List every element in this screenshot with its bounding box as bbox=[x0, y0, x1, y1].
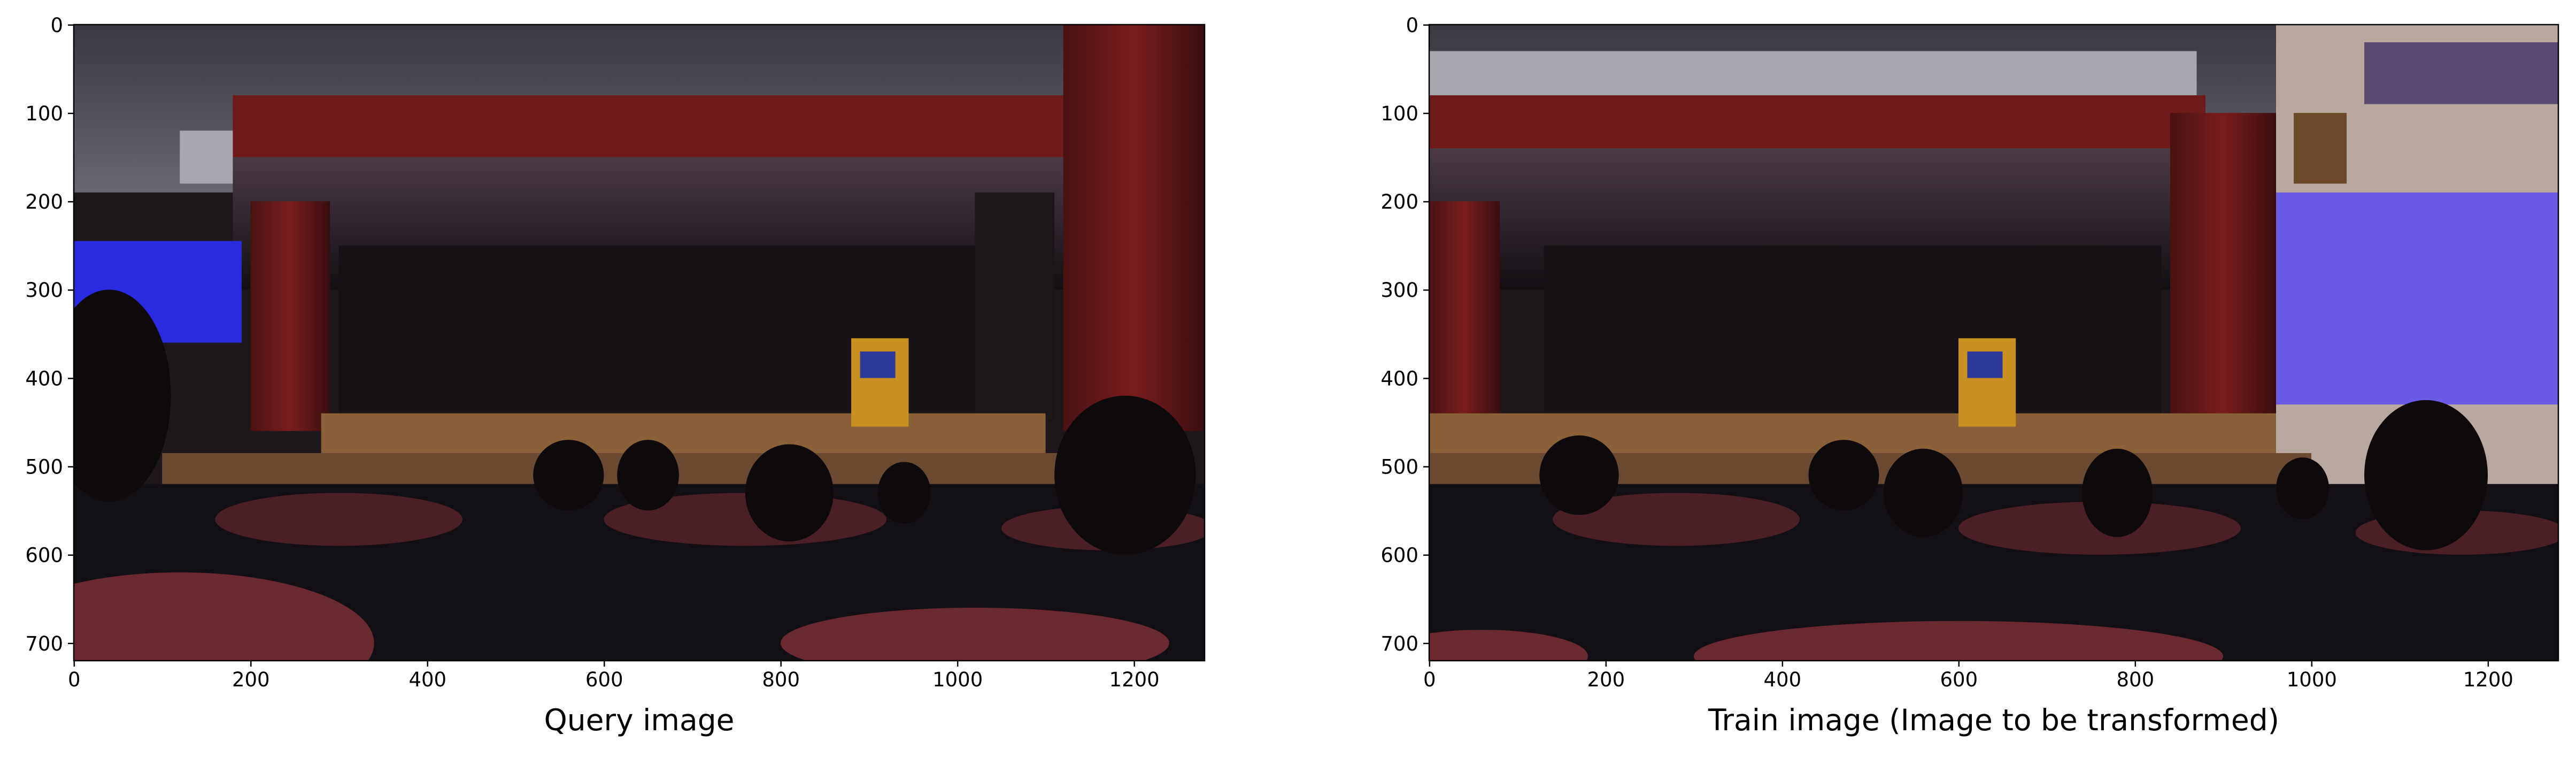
y-tick-label: 400 bbox=[1380, 367, 1418, 390]
query-photo bbox=[74, 25, 1205, 661]
x-axis-label: Train image (Image to be transformed) bbox=[1708, 703, 2279, 737]
y-tick-label: 0 bbox=[50, 14, 63, 37]
x-axis-label: Query image bbox=[544, 703, 735, 737]
x-tick-label: 600 bbox=[1940, 668, 1978, 691]
axes-frame bbox=[1428, 24, 2559, 662]
x-tick-label: 400 bbox=[1764, 668, 1802, 691]
x-tick-label: 1000 bbox=[2287, 668, 2337, 691]
y-tick-label: 0 bbox=[1406, 14, 1418, 37]
y-tick-label: 200 bbox=[1380, 190, 1418, 213]
y-tick-label: 600 bbox=[25, 544, 63, 567]
y-tick-label: 100 bbox=[1380, 102, 1418, 125]
y-tick-label: 700 bbox=[1380, 632, 1418, 655]
y-tick-label: 500 bbox=[1380, 456, 1418, 479]
y-tick-label: 600 bbox=[1380, 544, 1418, 567]
y-tick-label: 100 bbox=[25, 102, 63, 125]
x-tick-label: 1200 bbox=[2463, 668, 2513, 691]
x-tick-label: 400 bbox=[408, 668, 446, 691]
x-tick-label: 200 bbox=[232, 668, 270, 691]
y-tick-label: 200 bbox=[25, 190, 63, 213]
y-tick-label: 300 bbox=[25, 279, 63, 302]
x-tick-label: 0 bbox=[68, 668, 81, 691]
x-tick-label: 800 bbox=[2117, 668, 2155, 691]
axes-frame bbox=[73, 24, 1206, 662]
x-tick-label: 1000 bbox=[932, 668, 983, 691]
x-tick-label: 1200 bbox=[1109, 668, 1160, 691]
y-tick-label: 400 bbox=[25, 367, 63, 390]
y-tick-label: 700 bbox=[25, 632, 63, 655]
x-tick-label: 800 bbox=[762, 668, 800, 691]
y-tick-label: 300 bbox=[1380, 279, 1418, 302]
train-photo bbox=[1429, 25, 2559, 661]
y-tick-label: 500 bbox=[25, 456, 63, 479]
x-tick-label: 600 bbox=[585, 668, 623, 691]
x-tick-label: 200 bbox=[1587, 668, 1625, 691]
x-tick-label: 0 bbox=[1423, 668, 1436, 691]
